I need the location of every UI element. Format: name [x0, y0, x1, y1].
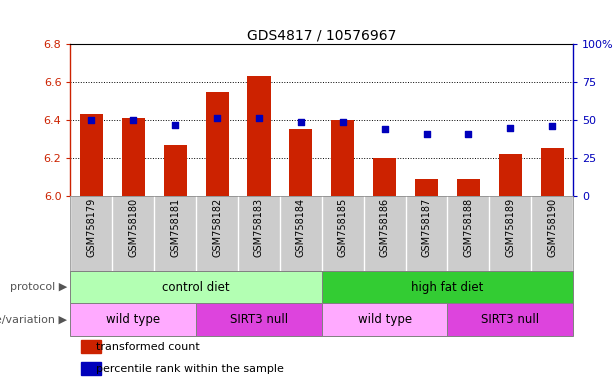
Text: wild type: wild type: [106, 313, 161, 326]
Bar: [373, 158, 396, 196]
Title: GDS4817 / 10576967: GDS4817 / 10576967: [247, 29, 397, 43]
Text: GSM758190: GSM758190: [547, 198, 557, 257]
Text: GSM758180: GSM758180: [128, 198, 139, 257]
Point: [463, 131, 473, 137]
Point: [212, 116, 222, 122]
Bar: [122, 118, 145, 196]
Point: [129, 117, 139, 123]
Text: percentile rank within the sample: percentile rank within the sample: [96, 364, 283, 374]
Point: [380, 126, 390, 132]
Bar: [80, 362, 101, 375]
Point: [254, 116, 264, 122]
Text: GSM758188: GSM758188: [463, 198, 473, 257]
Text: control diet: control diet: [162, 281, 230, 293]
Text: SIRT3 null: SIRT3 null: [230, 313, 288, 326]
Bar: [248, 76, 270, 196]
Bar: [164, 145, 187, 196]
Point: [422, 131, 432, 137]
Bar: [196, 303, 322, 336]
Text: SIRT3 null: SIRT3 null: [481, 313, 539, 326]
Text: GSM758179: GSM758179: [86, 198, 96, 257]
Point: [338, 118, 348, 124]
Text: GSM758187: GSM758187: [422, 198, 432, 257]
Bar: [70, 271, 322, 303]
Text: GSM758182: GSM758182: [212, 198, 222, 257]
Text: GSM758184: GSM758184: [296, 198, 306, 257]
Point: [505, 124, 515, 131]
Bar: [289, 129, 313, 196]
Text: GSM758183: GSM758183: [254, 198, 264, 257]
Text: high fat diet: high fat diet: [411, 281, 484, 293]
Text: protocol ▶: protocol ▶: [10, 282, 67, 292]
Bar: [457, 179, 480, 196]
Point: [170, 121, 180, 127]
Point: [547, 123, 557, 129]
Bar: [322, 303, 447, 336]
Bar: [415, 179, 438, 196]
Bar: [80, 341, 101, 353]
Bar: [80, 114, 103, 196]
Point: [296, 118, 306, 124]
Bar: [331, 120, 354, 196]
Text: GSM758181: GSM758181: [170, 198, 180, 257]
Text: wild type: wild type: [357, 313, 412, 326]
Bar: [499, 154, 522, 196]
Bar: [70, 303, 196, 336]
Text: genotype/variation ▶: genotype/variation ▶: [0, 314, 67, 325]
Bar: [447, 303, 573, 336]
Bar: [541, 149, 564, 196]
Text: GSM758189: GSM758189: [505, 198, 516, 257]
Text: transformed count: transformed count: [96, 342, 199, 352]
Text: GSM758186: GSM758186: [379, 198, 390, 257]
Point: [86, 117, 96, 123]
Text: GSM758185: GSM758185: [338, 198, 348, 257]
Bar: [205, 91, 229, 196]
Bar: [322, 271, 573, 303]
